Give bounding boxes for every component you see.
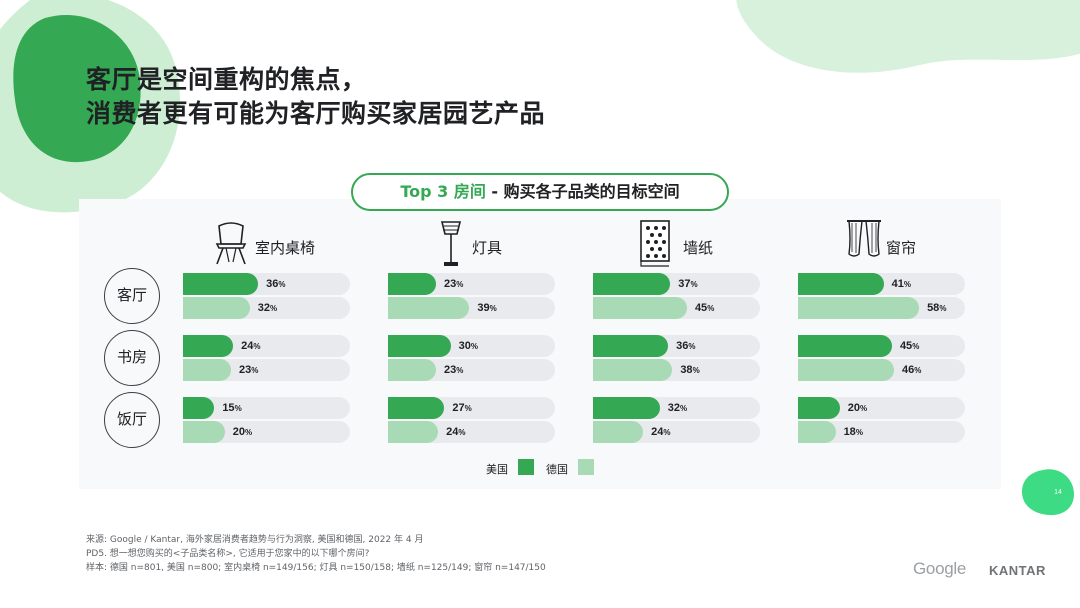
chart-subtitle-text: - 购买各子品类的目标空间 (485, 182, 680, 201)
bar-us (798, 273, 884, 295)
column-header-wallpaper: 墙纸 (639, 218, 759, 268)
bar-value-label: 45% (694, 302, 715, 314)
bar-value-label: 45% (899, 340, 920, 352)
bar-value-label: 20% (232, 426, 253, 438)
bar-de (183, 421, 225, 443)
google-logo: Google (913, 559, 967, 578)
bar-value-label: 23% (444, 278, 464, 290)
bar-de (183, 297, 250, 319)
bar-de (593, 297, 687, 319)
row-label-dining-room: 饭厅 (104, 392, 160, 448)
bar-value-label: 23% (239, 364, 259, 376)
bar-value-label: 23% (444, 364, 464, 376)
column-header-curtains: 窗帘 (846, 218, 956, 268)
bar-track (798, 397, 965, 419)
chart-subtitle-accent: Top 3 房间 (400, 182, 486, 201)
slide-title-line-1: 客厅是空间重构的焦点， (86, 65, 367, 94)
bar-value-label: 32% (667, 402, 688, 414)
footnote: 来源: Google / Kantar, 海外家居消费者趋势与行为洞察, 美国和… (86, 533, 546, 575)
legend-swatch-de (578, 459, 594, 475)
curtain-icon (847, 220, 881, 257)
bar-track (798, 421, 965, 443)
bar-de (183, 359, 231, 381)
bar-de (388, 421, 439, 443)
page-number-badge (1022, 469, 1074, 516)
bar-de (593, 359, 673, 381)
bar-value-label: 18% (843, 426, 863, 438)
bar-value-label: 24% (241, 340, 261, 352)
footnote-question: PD5. 想一想您购买的<子品类名称>, 它适用于您家中的以下哪个房间? (86, 549, 370, 559)
bar-track (183, 421, 350, 443)
bar-us (798, 335, 892, 357)
bar-value-label: 32% (257, 302, 278, 314)
column-header-chairs: 室内桌椅 (211, 218, 361, 268)
bar-value-label: 41% (891, 278, 911, 290)
bar-value-label: 27% (452, 402, 472, 414)
bar-value-label: 36% (676, 340, 696, 352)
legend-swatch-us (518, 459, 534, 475)
bar-value-label: 30% (458, 340, 478, 352)
bar-us (183, 397, 215, 419)
bar-us (593, 335, 669, 357)
bar-value-label: 20% (847, 402, 868, 414)
decorative-blob-left (0, 0, 181, 213)
legend-label-de: 德国 (546, 463, 568, 476)
column-label: 墙纸 (683, 239, 714, 257)
bar-value-label: 46% (902, 364, 922, 376)
wallpaper-icon (640, 220, 670, 267)
bar-us (593, 273, 671, 295)
bar-value-label: 24% (651, 426, 671, 438)
bar-value-label: 37% (678, 278, 698, 290)
bar-de (388, 297, 470, 319)
bar-value-label: 36% (266, 278, 286, 290)
bar-us (388, 397, 445, 419)
bar-de (798, 421, 836, 443)
bar-us (593, 397, 660, 419)
bar-us (388, 335, 451, 357)
column-label: 灯具 (472, 239, 503, 257)
bar-de (798, 359, 895, 381)
footnote-source: 来源: Google / Kantar, 海外家居消费者趋势与行为洞察, 美国和… (86, 535, 424, 545)
bar-de (798, 297, 920, 319)
bar-value-label: 58% (927, 302, 947, 314)
bar-value-label: 24% (446, 426, 466, 438)
footnote-sample: 样本: 德国 n=801, 美国 n=800; 室内桌椅 n=149/156; … (86, 563, 546, 573)
column-label: 室内桌椅 (255, 239, 316, 257)
column-label: 窗帘 (886, 239, 917, 257)
kantar-logo: KANTAR (989, 563, 1046, 578)
row-label-study: 书房 (104, 330, 160, 386)
bar-us (798, 397, 840, 419)
slide-title-line-2: 消费者更有可能为客厅购买家居园艺产品 (86, 99, 546, 128)
bar-de (593, 421, 644, 443)
chair-icon (215, 222, 247, 265)
page-number: 14 (1054, 489, 1062, 496)
lamp-icon (440, 221, 462, 266)
bar-us (183, 273, 259, 295)
chart-subtitle-pill: Top 3 房间 - 购买各子品类的目标空间 (351, 173, 729, 211)
column-header-lamps: 灯具 (438, 218, 558, 268)
bar-value-label: 39% (477, 302, 497, 314)
bar-de (388, 359, 436, 381)
bar-us (183, 335, 234, 357)
bar-us (388, 273, 436, 295)
bar-value-label: 15% (222, 402, 242, 414)
legend-label-us: 美国 (486, 463, 508, 476)
decorative-blob-right (736, 0, 1080, 73)
bar-value-label: 38% (680, 364, 700, 376)
row-label-living-room: 客厅 (104, 268, 160, 324)
bar-track (183, 397, 350, 419)
